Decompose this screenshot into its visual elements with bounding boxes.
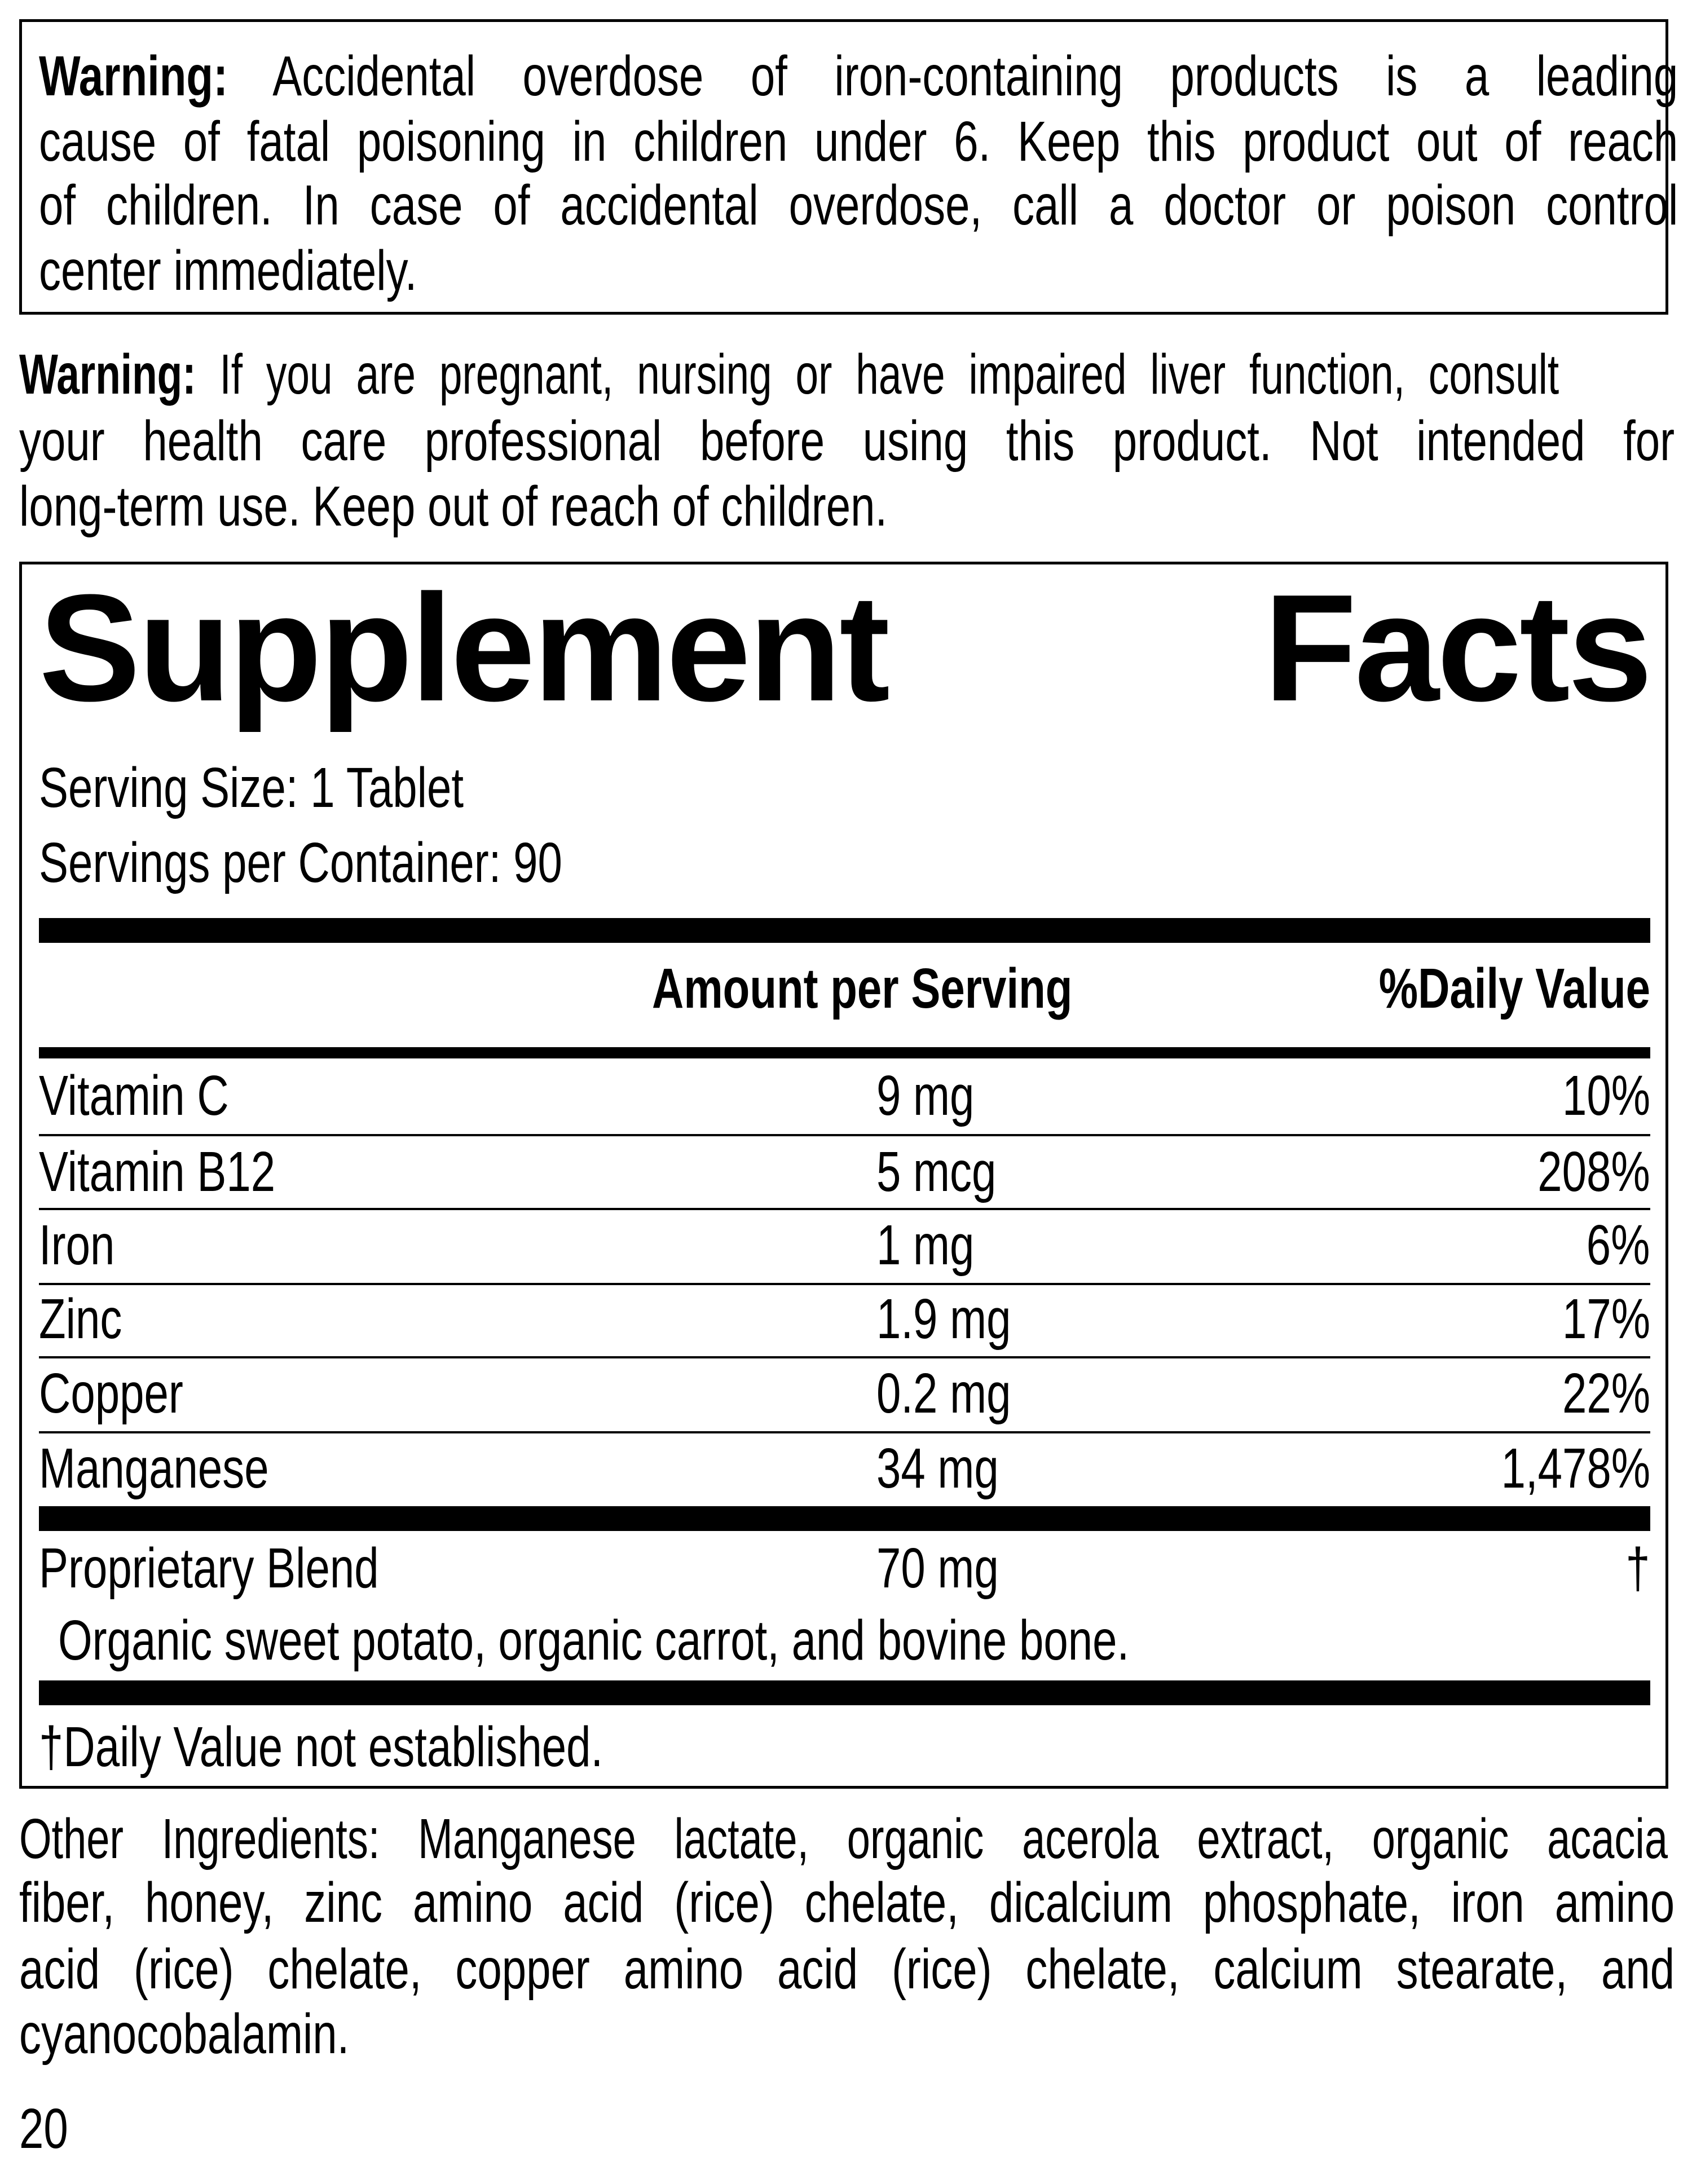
- medium-divider: [39, 1047, 1650, 1058]
- warning1-line: of children. In case of accidental overd…: [39, 174, 1678, 237]
- blend-name: Proprietary Blend: [39, 1537, 379, 1600]
- blend-dv: †: [1625, 1537, 1650, 1600]
- nutrient-daily-value: 10%: [1562, 1064, 1650, 1127]
- servings-per-container: Servings per Container: 90: [39, 831, 562, 894]
- row-divider: [39, 1431, 1650, 1433]
- row-divider: [39, 1134, 1650, 1136]
- warning1-line: center immediately.: [39, 239, 417, 302]
- nutrient-amount: 9 mg: [876, 1064, 975, 1127]
- other-ingredients-line: fiber, honey, zinc amino acid (rice) che…: [19, 1871, 1675, 1934]
- title-word: Facts: [1263, 563, 1653, 733]
- blend-amount: 70 mg: [876, 1537, 999, 1600]
- header-amount: Amount per Serving: [652, 957, 1073, 1020]
- nutrient-name: Copper: [39, 1362, 183, 1425]
- other-ingredients-line: cyanocobalamin.: [19, 2002, 350, 2066]
- nutrient-daily-value: 1,478%: [1501, 1437, 1650, 1500]
- blend-contents: Organic sweet potato, organic carrot, an…: [58, 1609, 1130, 1672]
- nutrient-amount: 1 mg: [876, 1214, 975, 1277]
- row-divider: [39, 1283, 1650, 1285]
- nutrient-daily-value: 6%: [1587, 1214, 1650, 1277]
- thick-divider: [39, 918, 1650, 943]
- nutrient-daily-value: 208%: [1537, 1140, 1650, 1203]
- nutrient-amount: 1.9 mg: [876, 1287, 1011, 1351]
- nutrient-name: Vitamin C: [39, 1064, 229, 1127]
- warning2-line: Warning: If you are pregnant, nursing or…: [19, 341, 1559, 408]
- thick-divider: [39, 1506, 1650, 1531]
- warning1-label: Warning:: [39, 45, 228, 108]
- supplement-facts-title: Supplement Facts: [39, 563, 1653, 733]
- nutrient-name: Zinc: [39, 1287, 122, 1351]
- title-word: Supplement: [39, 563, 890, 733]
- nutrient-amount: 34 mg: [876, 1437, 999, 1500]
- warning-box: [19, 19, 1668, 315]
- nutrient-daily-value: 17%: [1562, 1287, 1650, 1351]
- warning2-text: If you are pregnant, nursing or have imp…: [219, 343, 1559, 406]
- warning1-line: cause of fatal poisoning in children und…: [39, 110, 1678, 173]
- header-daily-value: %Daily Value: [1378, 957, 1650, 1020]
- page-number: 20: [19, 2097, 68, 2160]
- nutrient-name: Iron: [39, 1214, 115, 1277]
- serving-size: Serving Size: 1 Tablet: [39, 756, 464, 819]
- warning2-line: long-term use. Keep out of reach of chil…: [19, 475, 888, 538]
- footnote: †Daily Value not established.: [39, 1715, 603, 1779]
- nutrient-daily-value: 22%: [1562, 1362, 1650, 1425]
- warning1-text: Accidental overdose of iron-containing p…: [272, 45, 1678, 108]
- thick-divider: [39, 1680, 1650, 1705]
- nutrient-amount: 5 mcg: [876, 1140, 997, 1203]
- nutrient-amount: 0.2 mg: [876, 1362, 1011, 1425]
- nutrient-name: Vitamin B12: [39, 1140, 276, 1203]
- warning2-label: Warning:: [19, 343, 196, 406]
- row-divider: [39, 1208, 1650, 1210]
- row-divider: [39, 1356, 1650, 1358]
- warning1-line: Warning: Accidental overdose of iron-con…: [39, 42, 1678, 110]
- other-ingredients-line: Other Ingredients: Manganese lactate, or…: [19, 1807, 1668, 1870]
- other-ingredients-line: acid (rice) chelate, copper amino acid (…: [19, 1938, 1675, 2001]
- nutrient-name: Manganese: [39, 1437, 269, 1500]
- warning2-line: your health care professional before usi…: [19, 409, 1675, 473]
- supplement-facts-panel: [19, 562, 1668, 1789]
